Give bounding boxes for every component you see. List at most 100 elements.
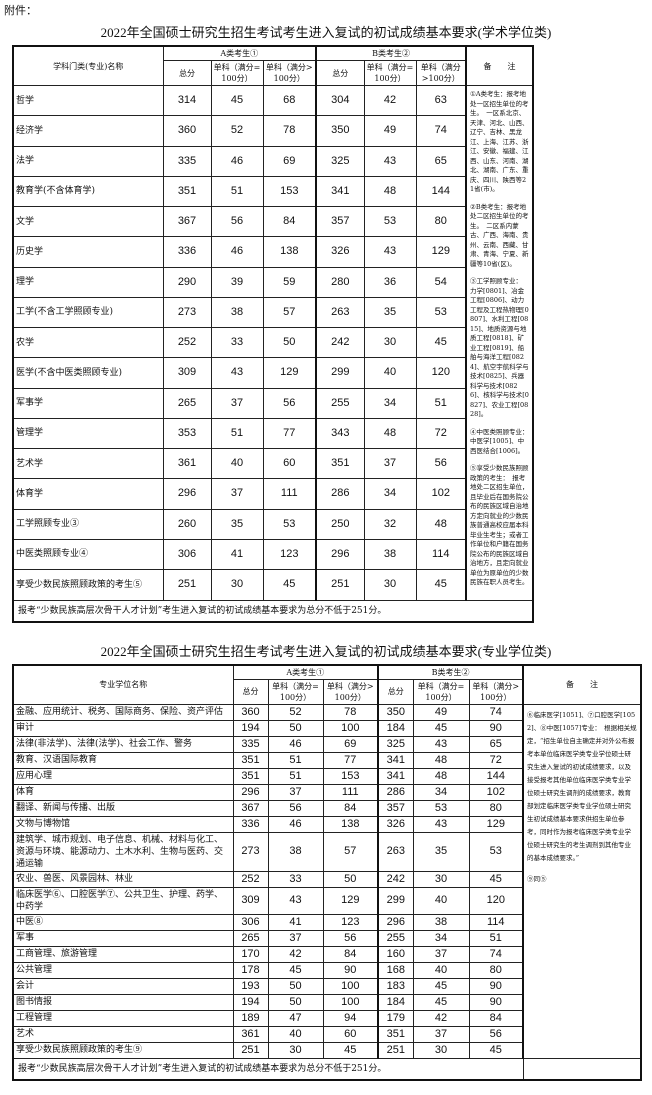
b-single-gt100-cell: 45: [415, 569, 467, 601]
a-total-cell: 351: [232, 751, 269, 769]
notes-cell: ①A类考生：报考地处一区招生单位的考生。 一区系北京、天津、河北、山西、辽宁、吉…: [465, 85, 534, 601]
b-total-cell: 341: [315, 175, 365, 208]
subject-name-cell: 农学: [12, 326, 164, 359]
a-single100-cell: 33: [210, 326, 264, 359]
table-row: 农业、兽医、风景园林、林业 252 33 50 242 30 45: [12, 870, 641, 888]
a-single-gt100-cell: 77: [322, 751, 379, 769]
b-single100-cell: 34: [412, 929, 470, 947]
b-single-gt100-cell: 120: [415, 357, 467, 389]
a-single-gt100-cell: 68: [262, 84, 317, 117]
a-single-gt100-cell: 153: [322, 767, 379, 785]
b-single-gt100-cell: 80: [415, 205, 467, 238]
subject-name-cell: 临床医学⑥、口腔医学⑦、公共卫生、护理、药学、中药学: [12, 886, 234, 915]
b-total-cell: 296: [377, 913, 414, 931]
table-row: 建筑学、城市规划、电子信息、机械、材料与化工、资源与环境、能源动力、土木水利、生…: [12, 831, 641, 872]
a-single100-cell: 38: [267, 831, 324, 872]
a-single-gt100-cell: 90: [322, 961, 379, 979]
b-total-cell: 286: [315, 478, 365, 510]
b-single100-cell: 48: [412, 767, 470, 785]
a-single-gt100-cell: 60: [322, 1025, 379, 1043]
b-single100-cell: 45: [412, 993, 470, 1011]
a-single-gt100-cell: 111: [262, 478, 317, 510]
a-single-gt100-cell: 77: [262, 417, 317, 450]
a-single100-cell: 50: [267, 993, 324, 1011]
a-single-gt100-cell: 57: [322, 831, 379, 872]
b-single-gt100-cell: 80: [468, 961, 524, 979]
subject-name-cell: 文学: [12, 205, 164, 238]
b-total-cell: 286: [377, 783, 414, 801]
a-single-gt100-cell: 69: [322, 735, 379, 753]
a-single-gt100-cell: 45: [322, 1041, 379, 1059]
a-single100-cell: 51: [210, 175, 264, 208]
a-single-gt100-cell: 56: [322, 929, 379, 947]
b-total-cell: 350: [315, 115, 365, 147]
a-total-cell: 252: [162, 326, 212, 359]
a-single-gt100-cell: 45: [262, 569, 317, 601]
a-single-gt100-cell: 84: [322, 945, 379, 963]
b-total-cell: 280: [315, 266, 365, 298]
b-total-cell: 299: [377, 886, 414, 915]
b-single-gt100-cell: 90: [468, 993, 524, 1011]
subject-name-cell: 体育学: [12, 478, 164, 510]
table-row: 艺术学 361 40 60 351 37 56: [12, 447, 533, 480]
subject-name-cell: 哲学: [12, 84, 164, 117]
table2-title: 2022年全国硕士研究生招生考试考生进入复试的初试成绩基本要求(专业学位类): [100, 643, 552, 659]
b-total-cell: 351: [377, 1025, 414, 1043]
b-single-gt100-cell: 54: [415, 266, 467, 298]
b-single100-cell: 30: [363, 326, 417, 359]
a-single100-cell: 37: [267, 783, 324, 801]
b-total-cell: 341: [377, 767, 414, 785]
a-single-gt100-cell: 100: [322, 719, 379, 737]
notes-cell: ⑥临床医学[1051]、⑦口腔医学[1052]、⑧中医[1057]专业： 根据相…: [522, 703, 642, 1059]
subject-name-cell: 体育: [12, 783, 234, 801]
subject-name-cell: 艺术: [12, 1025, 234, 1043]
b-single100-cell: 40: [412, 886, 470, 915]
a-total-cell: 306: [232, 913, 269, 931]
a-total-cell: 170: [232, 945, 269, 963]
a-total-cell: 194: [232, 993, 269, 1011]
a-total-cell: 351: [162, 175, 212, 208]
a-total-cell: 309: [162, 357, 212, 389]
table-row: 中医类照顾专业④ 306 41 123 296 38 114: [12, 538, 533, 571]
a-total-cell: 265: [232, 929, 269, 947]
a-single-gt100-cell: 123: [262, 538, 317, 571]
a-total-cell: 336: [162, 236, 212, 268]
b-single-gt100-cell: 51: [468, 929, 524, 947]
a-total-cell: 260: [162, 508, 212, 540]
subject-name-cell: 医学(不含中医类照顾专业): [12, 357, 164, 389]
note-paragraph: ③工学照顾专业： 力学[0801]、冶金工程[0806]、动力工程及工程热物理[…: [470, 277, 529, 418]
table1-footer-note: 报考“少数民族高层次骨干人才计划”考生进入复试的初试成绩基本要求为总分不低于25…: [12, 599, 534, 622]
a-total-cell: 290: [162, 266, 212, 298]
b-single100-cell: 30: [412, 1041, 470, 1059]
b-single-gt100-cell: 129: [468, 815, 524, 833]
a-total-cell: 361: [232, 1025, 269, 1043]
b-single-gt100-cell: 102: [415, 478, 467, 510]
a-total-cell: 265: [162, 387, 212, 419]
table-row: 文学 367 56 84 357 53 80: [12, 205, 533, 238]
group-a-header: A类考生①: [232, 664, 379, 680]
b-total-cell: 357: [377, 799, 414, 817]
a-single-gt100-cell: 138: [262, 236, 317, 268]
b-total-cell: 251: [315, 569, 365, 601]
table-row: 教育学(不含体育学) 351 51 153 341 48 144: [12, 175, 533, 208]
a-single-gt100-cell: 138: [322, 815, 379, 833]
name-header: 专业学位名称: [12, 664, 234, 705]
a-single100-cell: 45: [210, 84, 264, 117]
b-single100-header: 单科（满分=100分）: [412, 678, 470, 705]
b-single100-cell: 37: [412, 1025, 470, 1043]
b-single100-cell: 49: [412, 703, 470, 721]
b-single100-cell: 48: [363, 175, 417, 208]
b-single-gt100-cell: 90: [468, 719, 524, 737]
table-row: 法学 335 46 69 325 43 65: [12, 145, 533, 177]
a-total-cell: 273: [162, 296, 212, 329]
a-single100-cell: 52: [210, 115, 264, 147]
a-single-gt100-cell: 84: [322, 799, 379, 817]
a-total-header: 总分: [162, 60, 212, 86]
a-single-gt100-cell: 129: [322, 886, 379, 915]
table-row: 体育学 296 37 111 286 34 102: [12, 478, 533, 510]
b-total-cell: 296: [315, 538, 365, 571]
b-single100-cell: 36: [363, 266, 417, 298]
a-single100-cell: 37: [210, 387, 264, 419]
subject-name-cell: 会计: [12, 977, 234, 995]
b-single-gt100-cell: 63: [415, 84, 467, 117]
